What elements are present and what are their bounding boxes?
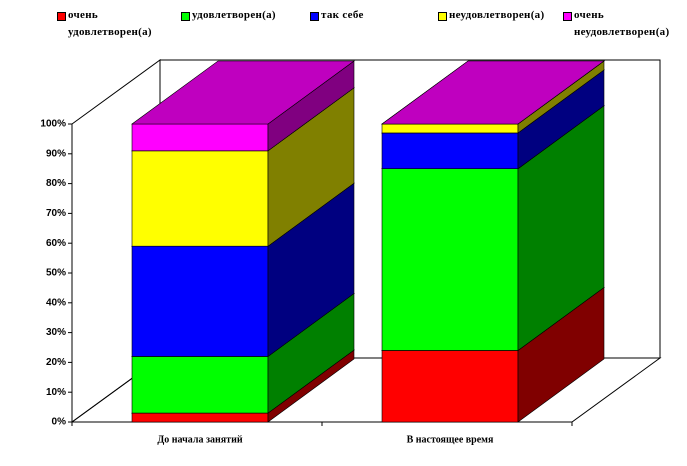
y-tick-label: 10% bbox=[46, 387, 66, 398]
legend-label: очень неудовлетворен(а) bbox=[574, 9, 670, 38]
legend-item: неудовлетворен(а) bbox=[438, 7, 560, 24]
legend-item: очень удовлетворен(а) bbox=[57, 7, 179, 41]
legend-label: очень удовлетворен(а) bbox=[68, 9, 152, 38]
legend-swatch bbox=[181, 12, 190, 21]
y-tick-label: 0% bbox=[52, 417, 67, 428]
bar-segment bbox=[131, 356, 269, 414]
legend-label: неудовлетворен(а) bbox=[449, 9, 545, 21]
bar-segment bbox=[381, 123, 519, 134]
y-tick-label: 80% bbox=[46, 178, 66, 189]
y-tick-label: 30% bbox=[46, 327, 66, 338]
bar-segment bbox=[131, 245, 269, 357]
y-tick-label: 60% bbox=[46, 238, 66, 249]
legend-item: очень неудовлетворен(а) bbox=[563, 7, 685, 41]
bar-segment-top bbox=[381, 60, 605, 125]
y-tick-label: 100% bbox=[40, 119, 66, 130]
legend-swatch bbox=[57, 12, 66, 21]
legend-label: удовлетворен(а) bbox=[192, 9, 276, 21]
bar-segment bbox=[381, 132, 519, 169]
legend-item: так себе bbox=[310, 7, 432, 24]
y-tick-label: 20% bbox=[46, 357, 66, 368]
legend-label: так себе bbox=[321, 9, 364, 21]
bar-segment bbox=[131, 150, 269, 247]
bar-segment bbox=[131, 123, 269, 152]
legend-swatch bbox=[563, 12, 572, 21]
bar-segment-top bbox=[131, 60, 355, 125]
y-tick-label: 70% bbox=[46, 208, 66, 219]
y-tick-label: 40% bbox=[46, 297, 66, 308]
legend-item: удовлетворен(а) bbox=[181, 7, 303, 24]
legend-swatch bbox=[310, 12, 319, 21]
y-tick-label: 90% bbox=[46, 148, 66, 159]
y-tick-label: 50% bbox=[46, 268, 66, 279]
bar-segment bbox=[381, 168, 519, 351]
bar-segment bbox=[131, 412, 269, 423]
x-tick-label: В настоящее время bbox=[407, 434, 494, 445]
bar-segment bbox=[381, 350, 519, 423]
x-tick-label: До начала занятий bbox=[157, 434, 242, 445]
legend-swatch bbox=[438, 12, 447, 21]
